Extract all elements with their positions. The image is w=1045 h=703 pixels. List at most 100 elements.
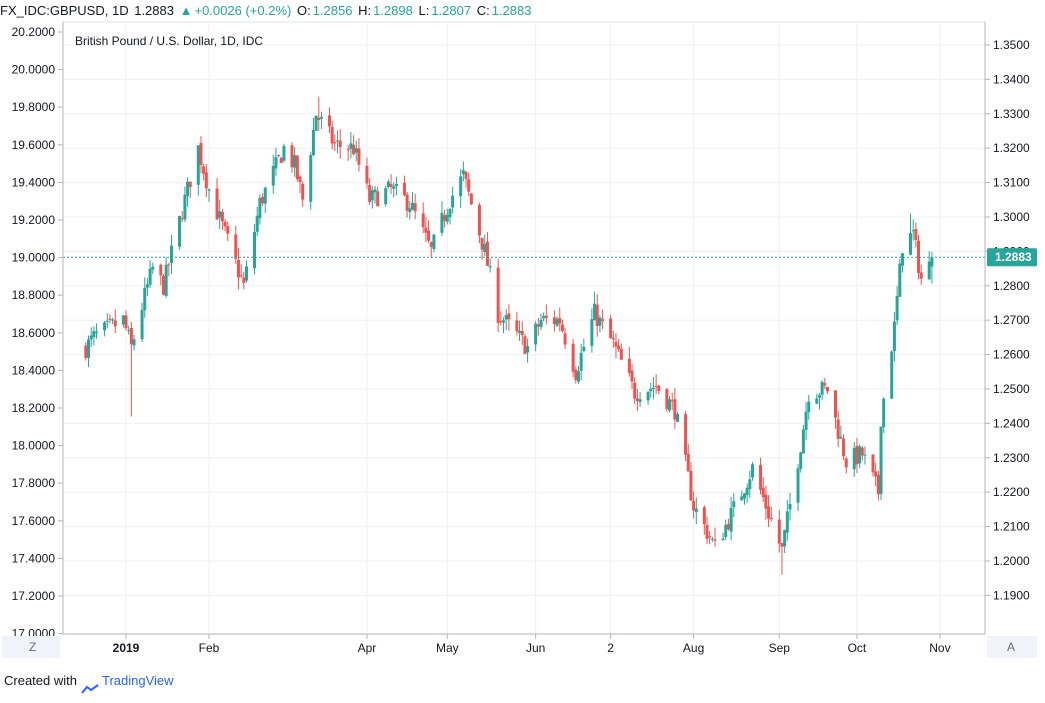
candle (558, 307, 562, 332)
left-price-axis[interactable]: 20.2000 20.0000 19.8000 19.6000 19.4000 19.20… (12, 22, 64, 641)
candle-body (702, 507, 706, 525)
candle-body (520, 330, 524, 335)
candle (220, 208, 224, 231)
candle-body (836, 419, 840, 439)
left-tick-label: 20.2000 (12, 25, 56, 39)
candle (277, 154, 281, 158)
zoom-button-label: Z (29, 640, 36, 654)
candle-body (692, 500, 696, 511)
price-chart[interactable]: British Pound / U.S. Dollar, 1D, IDC 20.… (0, 0, 1045, 668)
candle-body (271, 165, 275, 186)
candle-body (148, 268, 152, 285)
candle (777, 510, 781, 553)
candle (199, 136, 203, 174)
candle (170, 234, 174, 275)
last-price-badge: 1.2883 (987, 248, 1037, 267)
candle-body (485, 241, 489, 266)
candle-body (555, 318, 559, 326)
candle-body (84, 345, 88, 359)
right-tick-label: 1.2500 (993, 382, 1030, 396)
symbol-label[interactable]: FX_IDC:GBPUSD, 1D (0, 3, 129, 18)
candle-body (651, 387, 655, 389)
candle (218, 199, 222, 230)
candle (635, 388, 639, 412)
tradingview-logo-icon[interactable] (80, 677, 99, 694)
candle-body (751, 464, 755, 478)
candle (689, 461, 693, 502)
candle (911, 219, 915, 241)
candle-body (354, 148, 358, 153)
candle-body (668, 399, 672, 411)
candle (619, 343, 623, 360)
candle-body (523, 336, 527, 355)
candle (178, 215, 182, 250)
tradingview-brand[interactable]: TradingView (102, 673, 174, 688)
candle-body (767, 506, 771, 519)
candle-body (424, 227, 428, 233)
candle (140, 302, 144, 342)
candle-body (817, 395, 821, 398)
candle (576, 365, 580, 385)
candle-body (742, 493, 746, 499)
footer: Created with TradingView (0, 668, 1045, 694)
candle-body (502, 320, 506, 323)
candle-body (874, 471, 878, 477)
candle-body (590, 319, 594, 346)
right-tick-label: 1.2200 (993, 485, 1030, 499)
candle (105, 313, 109, 329)
candle (601, 309, 605, 330)
candle (352, 135, 356, 156)
candle (785, 499, 789, 541)
right-tick-label: 1.3400 (993, 72, 1030, 86)
time-tick-label: 2 (607, 641, 614, 655)
candle-body (392, 186, 396, 189)
candle-body (427, 230, 431, 241)
candle-body (432, 234, 436, 250)
candle (563, 327, 567, 350)
candle (807, 394, 811, 420)
candle (871, 454, 875, 477)
candle-body (536, 324, 540, 327)
time-axis[interactable]: 2019 Feb Apr May Jun 2 Aug Sep Oct Nov (63, 633, 985, 655)
candle (427, 220, 431, 243)
candle-body (638, 399, 642, 402)
candle (253, 223, 257, 275)
left-tick-label: 18.0000 (12, 439, 56, 453)
candle (311, 117, 315, 157)
candle-body (464, 171, 468, 179)
right-tick-label: 1.1900 (993, 588, 1030, 602)
candle (788, 492, 792, 521)
candle-body (539, 319, 543, 328)
candle (520, 321, 524, 345)
candle-body (729, 507, 733, 532)
candle-body (373, 189, 377, 193)
zoom-button[interactable]: Z (2, 636, 60, 658)
candle-body (892, 321, 896, 352)
candle-body (223, 221, 227, 227)
candle-body (708, 536, 712, 538)
candle (617, 338, 621, 352)
candle (860, 445, 864, 461)
candle (895, 286, 899, 325)
right-price-axis[interactable]: 1.35001.34001.33001.32001.31001.30001.29… (984, 22, 1030, 634)
candle (330, 120, 334, 150)
candle-body (759, 464, 763, 490)
candle-body (199, 142, 203, 165)
auto-scale-button[interactable]: A (987, 636, 1037, 658)
candle-body (164, 264, 168, 296)
left-tick-label: 17.4000 (12, 551, 56, 565)
candle (282, 143, 286, 163)
candle (646, 391, 650, 405)
time-tick-label: 2019 (113, 641, 140, 655)
candle-body (477, 205, 481, 236)
candle (836, 410, 840, 448)
candle (721, 532, 725, 541)
candle (349, 131, 353, 159)
candle (279, 156, 283, 164)
candle (485, 232, 489, 266)
candle-body (108, 318, 112, 320)
candle-body (914, 229, 918, 240)
candle-body (282, 146, 286, 161)
candle (469, 192, 473, 206)
candle (598, 314, 602, 333)
